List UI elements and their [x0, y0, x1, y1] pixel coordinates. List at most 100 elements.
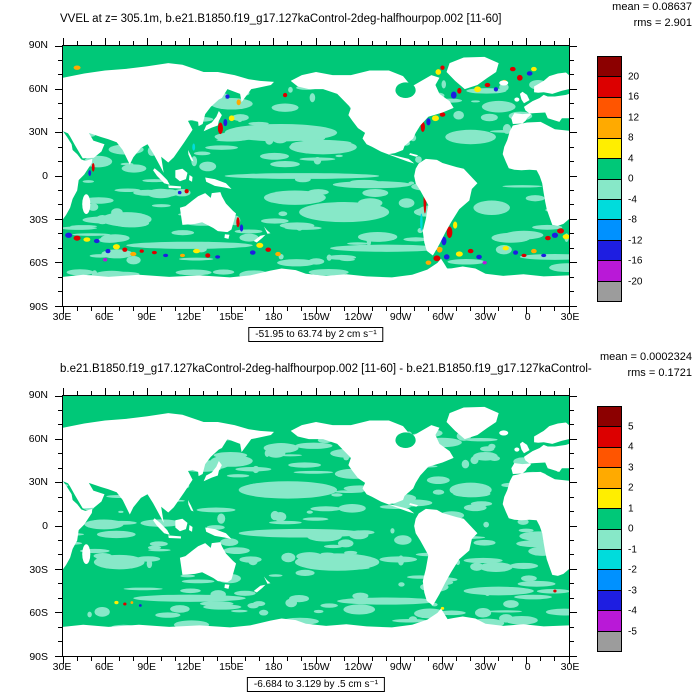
colorbar-segment — [597, 426, 622, 448]
texture-blob — [180, 574, 196, 578]
tick-mark — [58, 59, 62, 61]
tick-mark — [55, 262, 62, 264]
tick-mark — [104, 307, 106, 314]
y-tick-label: 30S — [29, 563, 48, 576]
tick-mark — [58, 424, 62, 426]
texture-blob — [509, 562, 539, 569]
anomaly-blob — [436, 246, 443, 253]
tick-mark — [427, 41, 429, 45]
colorbar-label: -8 — [628, 214, 637, 226]
texture-blob — [415, 156, 422, 163]
texture-blob — [279, 222, 315, 229]
tick-mark — [90, 41, 92, 45]
tick-mark — [554, 391, 556, 395]
texture-blob — [525, 195, 545, 202]
tick-mark — [526, 307, 528, 314]
tick-mark — [58, 103, 62, 105]
tick-mark — [301, 41, 303, 45]
anomaly-blob — [420, 121, 425, 132]
anomaly-blob — [449, 482, 492, 498]
texture-blob — [83, 197, 114, 204]
texture-blob — [161, 189, 178, 197]
tick-mark — [58, 511, 62, 513]
tick-mark — [498, 657, 500, 661]
tick-mark — [58, 453, 62, 455]
range-label: -51.95 to 63.74 by 2 cm s⁻¹ — [248, 327, 384, 342]
tick-mark — [301, 307, 303, 311]
anomaly-blob — [463, 586, 534, 596]
anomaly-blob — [299, 202, 390, 223]
tick-mark — [231, 307, 233, 314]
tick-mark — [58, 189, 62, 191]
x-tick-label: 150E — [219, 311, 244, 323]
anomaly-blob — [516, 74, 523, 81]
tick-mark — [55, 482, 62, 484]
anomaly-blob — [440, 606, 445, 610]
tick-mark — [160, 657, 162, 661]
tick-mark — [259, 391, 261, 395]
anomaly-blob — [446, 226, 453, 239]
texture-blob — [470, 100, 480, 103]
texture-blob — [335, 154, 343, 158]
tick-mark — [442, 38, 443, 45]
anomaly-blob — [513, 250, 519, 255]
anomaly-blob — [337, 597, 436, 605]
colorbar-label: 8 — [628, 132, 634, 144]
colorbar-segment — [597, 528, 622, 550]
tick-mark — [273, 307, 275, 314]
texture-blob — [259, 609, 269, 616]
tick-mark — [287, 657, 289, 661]
texture-blob — [426, 476, 450, 485]
anomaly-features — [65, 65, 569, 265]
anomaly-features — [93, 455, 557, 610]
tick-mark — [570, 146, 574, 148]
anomaly-blob — [467, 248, 474, 254]
anomaly-blob — [509, 66, 516, 72]
tick-mark — [189, 657, 190, 664]
anomaly-blob — [151, 250, 157, 255]
colorbar-labels: 5 4 3 2 1 0 -1 -2 -3 -4 -5 — [628, 406, 662, 652]
tick-mark — [470, 657, 472, 661]
texture-blob — [403, 237, 429, 242]
anomaly-blob — [441, 236, 447, 246]
tick-mark — [55, 305, 62, 307]
tick-mark — [570, 438, 577, 440]
tick-mark — [231, 388, 233, 395]
tick-mark — [498, 41, 500, 45]
tick-mark — [58, 539, 62, 541]
tick-mark — [58, 74, 62, 76]
texture-blob — [392, 619, 427, 623]
tick-mark — [259, 657, 261, 661]
texture-blob — [331, 493, 343, 497]
anomaly-blob — [238, 481, 338, 499]
tick-mark — [245, 41, 247, 45]
tick-mark — [371, 307, 373, 311]
texture-blob — [461, 459, 470, 469]
colorbar-label: 16 — [628, 91, 640, 103]
tick-mark — [174, 391, 176, 395]
y-axis-labels: 90N 60N 30N 0 30S 60S 90S — [0, 39, 56, 313]
tick-mark — [118, 391, 120, 395]
colorbar-segment — [597, 548, 622, 571]
anomaly-blob — [91, 163, 95, 172]
anomaly-blob — [420, 213, 423, 231]
texture-blob — [394, 535, 412, 545]
tick-mark — [570, 305, 577, 307]
tick-mark — [413, 307, 415, 311]
tick-mark — [570, 641, 574, 643]
tick-mark — [329, 391, 331, 395]
tick-mark — [540, 391, 542, 395]
texture-blob — [326, 254, 332, 261]
texture-blob — [549, 263, 569, 272]
x-tick-label: 60E — [94, 311, 114, 323]
texture-blob — [453, 110, 464, 120]
y-tick-label: 60S — [29, 257, 48, 270]
anomaly-blob — [440, 65, 445, 70]
x-tick-label: 120E — [176, 661, 202, 673]
texture-blob — [295, 569, 315, 577]
anomaly-blob — [73, 235, 81, 241]
tick-mark — [62, 388, 64, 395]
tick-mark — [76, 307, 78, 311]
vvel-diff-panel: mean = 0.0002324 b.e21.B1850.f19_g17.127… — [0, 350, 700, 700]
plot-title: b.e21.B1850.f19_g17.127kaControl-2deg-ha… — [60, 363, 592, 375]
